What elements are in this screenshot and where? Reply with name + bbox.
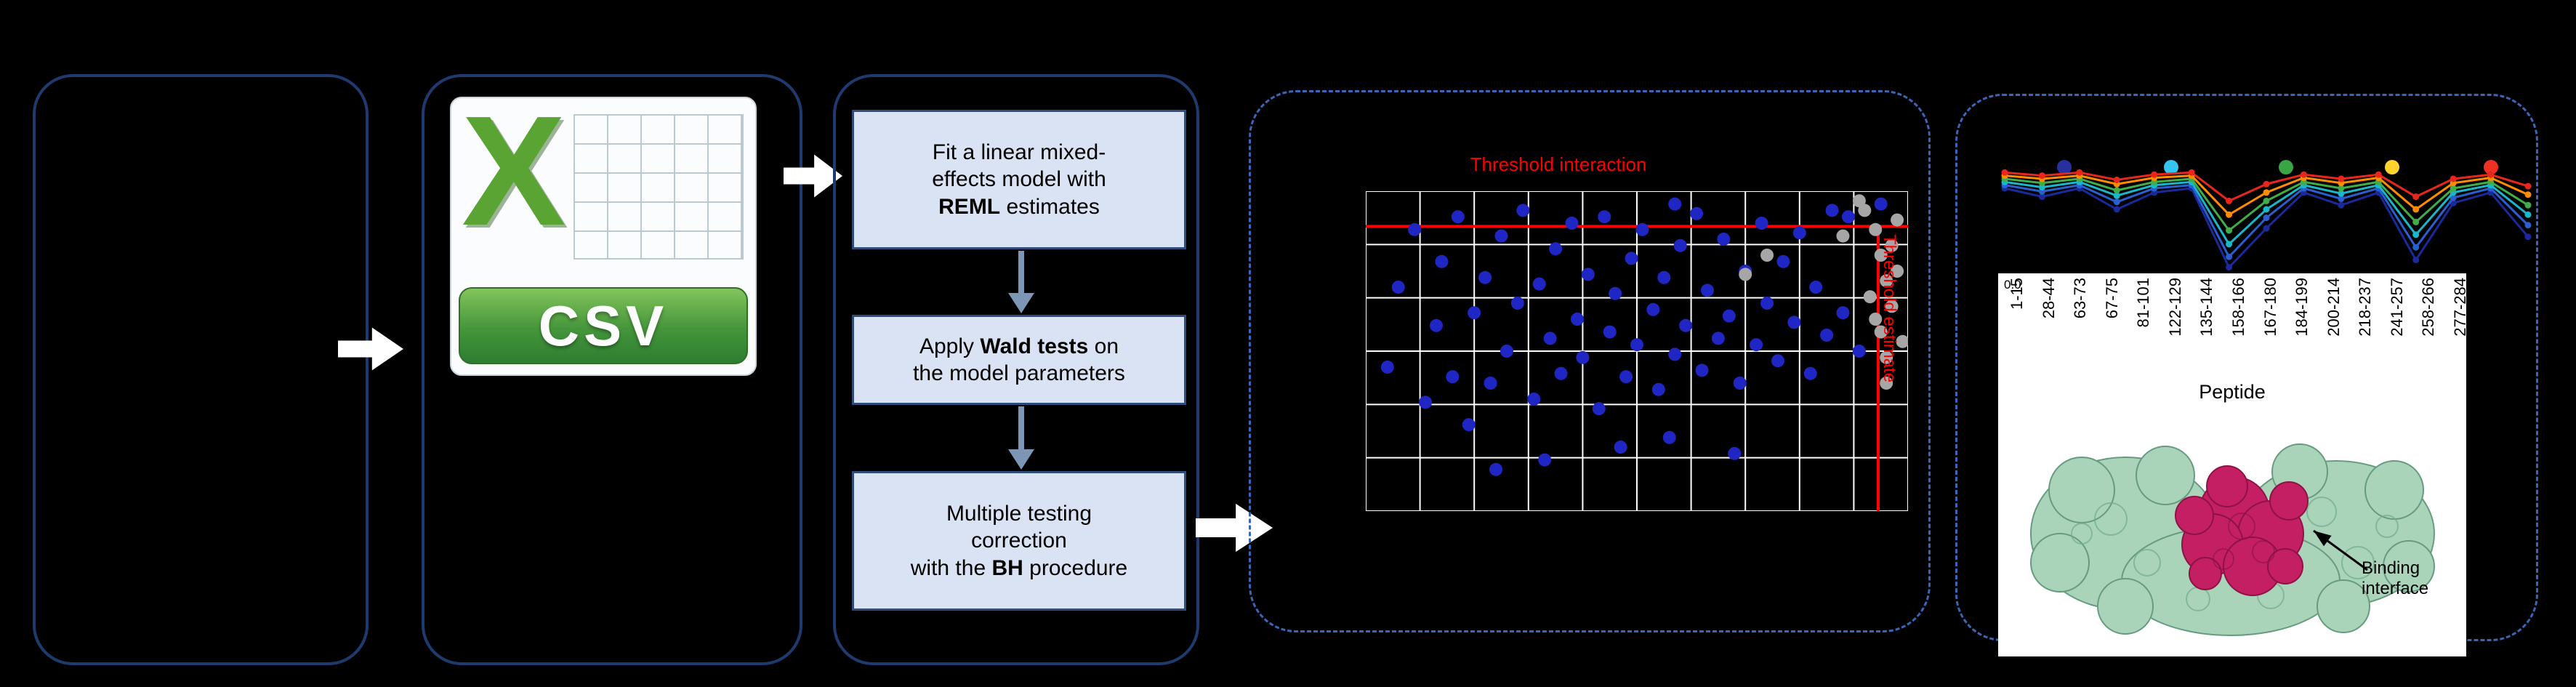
csv-file-icon: X CSV <box>450 84 757 376</box>
panel-peptide-results: 0.0 1-15 28-44 63-73 67-75 81-101 122-129 135-… <box>1955 94 2538 656</box>
pipeline-step-reml: Fit a linear mixed- effects model with R… <box>852 110 1186 249</box>
peptide-tick-label: 63-73 <box>2071 278 2090 319</box>
peptide-tick-label: 258-266 <box>2419 278 2438 337</box>
legend-dot <box>2164 160 2178 174</box>
legend-dot <box>2057 160 2072 174</box>
pipeline-step-bh: Multiple testing correction with the BH … <box>852 471 1186 611</box>
peptide-tick-label: 67-75 <box>2102 278 2121 319</box>
peptide-axis-label: Peptide <box>2199 381 2266 403</box>
peptide-tick-label: 28-44 <box>2039 278 2058 319</box>
peptide-tick-label: 200-214 <box>2324 278 2343 337</box>
threshold-interaction-label: Threshold interaction <box>1470 153 1647 175</box>
peptide-tick-label: 241-257 <box>2387 278 2406 337</box>
threshold-estimate-label: Threshold estimate <box>1880 234 1899 383</box>
protein-structure <box>2030 443 2435 636</box>
panel-raw-data <box>33 74 369 665</box>
peptide-tick-label: 1-15 <box>2008 278 2026 310</box>
pipeline-step-wald: Apply Wald tests on the model parameters <box>852 315 1186 405</box>
csv-banner-label: CSV <box>538 293 669 358</box>
binding-interface-region <box>2175 465 2309 596</box>
peptide-tick-label: 81-101 <box>2134 278 2153 328</box>
panel-csv-input: X CSV <box>422 74 802 665</box>
legend-dot <box>2279 160 2293 174</box>
csv-banner: CSV <box>459 287 748 364</box>
peptide-axis-and-protein: 0.0 1-15 28-44 63-73 67-75 81-101 122-129 135-… <box>1998 273 2469 656</box>
excel-x-icon: X <box>462 83 566 258</box>
peptide-tick-label: 167-180 <box>2261 278 2279 337</box>
peptide-tick-label: 122-129 <box>2165 278 2184 337</box>
peptide-tick-label: 135-144 <box>2197 278 2216 337</box>
peptide-tick-label: 184-199 <box>2293 278 2311 337</box>
peptide-tick-label: 218-237 <box>2356 278 2375 337</box>
peptide-profile-chart <box>2001 169 2532 271</box>
down-arrow-icon <box>1008 406 1034 470</box>
down-arrow-icon <box>1008 251 1034 313</box>
y-axis-tick-label: 0.0 <box>2004 278 2021 292</box>
binding-interface-label: Binding interface <box>2362 558 2429 598</box>
peptide-tick-label: 158-166 <box>2229 278 2247 337</box>
legend-dot <box>2484 160 2498 174</box>
panel-scatter-results: Threshold interaction Threshold estimate <box>1249 90 1931 632</box>
spreadsheet-grid-icon <box>573 114 744 260</box>
panel-statistical-pipeline: Fit a linear mixed- effects model with R… <box>833 74 1199 665</box>
peptide-tick-label: 277-284 <box>2450 278 2469 337</box>
scatter-plot <box>1366 191 1908 511</box>
legend-dot <box>2385 160 2399 174</box>
